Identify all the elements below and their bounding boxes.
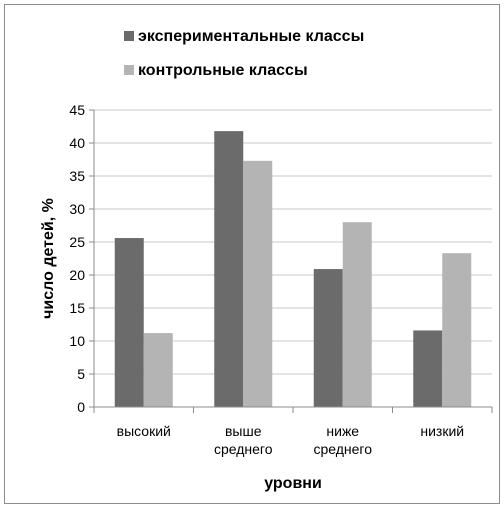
legend-swatch-control	[124, 65, 134, 75]
legend-swatch-experimental	[124, 31, 134, 41]
y-tick-label: 0	[77, 399, 85, 415]
bar-experimental-2	[214, 131, 244, 407]
x-tick-label: среднего	[313, 441, 372, 457]
y-tick-label: 15	[69, 300, 85, 316]
y-tick-label: 40	[69, 135, 85, 151]
legend: экспериментальные классы контрольные клас…	[124, 28, 364, 79]
bar-control-4	[442, 253, 472, 407]
y-tick-label: 35	[69, 168, 85, 184]
bar-experimental-4	[413, 330, 443, 407]
y-tick-labels: 0 5 10 15 20 25 30 35 40 45	[69, 102, 95, 415]
x-tick-label: среднего	[214, 441, 273, 457]
x-tick-labels: высокий выше среднего ниже среднего низкий	[117, 423, 464, 457]
y-tick-label: 20	[69, 267, 85, 283]
bar-control-2	[243, 160, 273, 407]
x-tick-label: выше	[225, 423, 262, 439]
x-axis	[93, 406, 493, 413]
bars	[114, 131, 472, 407]
legend-label-experimental: экспериментальные классы	[138, 28, 364, 45]
chart-frame: 0 5 10 15 20 25 30 35 40 45 высокий выше среднего ни…	[4, 4, 500, 504]
x-tick-label: высокий	[117, 423, 171, 439]
x-axis-title: уровни	[264, 475, 322, 492]
x-tick-label: низкий	[420, 423, 464, 439]
y-tick-label: 25	[69, 234, 85, 250]
bar-experimental-1	[114, 238, 144, 407]
bar-chart: 0 5 10 15 20 25 30 35 40 45 высокий выше среднего ни…	[40, 28, 493, 492]
y-tick-label: 30	[69, 201, 85, 217]
bar-control-3	[342, 222, 372, 407]
y-tick-label: 45	[69, 102, 85, 118]
x-tick-label: ниже	[326, 423, 359, 439]
legend-label-control: контрольные классы	[138, 62, 308, 79]
bar-experimental-3	[313, 269, 343, 407]
bar-control-1	[143, 333, 173, 407]
y-axis-title: число детей, %	[40, 198, 57, 319]
y-tick-label: 5	[77, 366, 85, 382]
y-tick-label: 10	[69, 333, 85, 349]
